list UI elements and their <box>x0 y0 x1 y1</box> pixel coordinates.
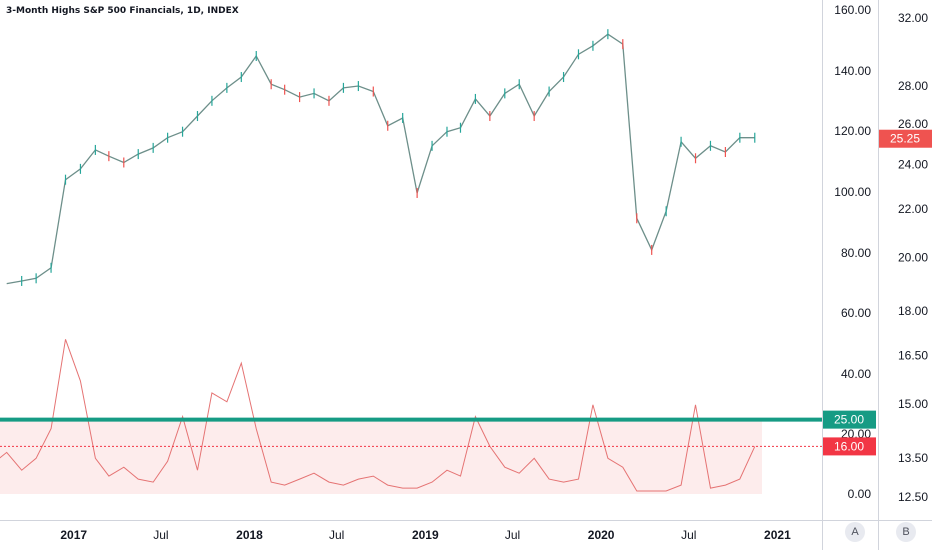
right-axis-tick-label: 16.50 <box>898 349 928 363</box>
right-axis-tick-label: 22.00 <box>898 202 928 216</box>
right-axis-tick-label: 12.50 <box>898 490 928 504</box>
right-axis-tick-label: 13.50 <box>898 451 928 465</box>
left-axis-tick-label: 60.00 <box>841 306 871 320</box>
time-axis-label: Jul <box>505 528 520 542</box>
time-axis-label: 2021 <box>764 528 791 542</box>
price-series-line <box>6 33 755 285</box>
lower-threshold-badge <box>823 437 876 456</box>
time-axis-label: 2020 <box>588 528 615 542</box>
left-axis-tick-label: 100.00 <box>834 185 871 199</box>
right-axis-tick-label: 26.00 <box>898 117 928 131</box>
right-axis-tick-label: 24.00 <box>898 158 928 172</box>
time-axis-label: 2017 <box>60 528 87 542</box>
lower-threshold-label: 16.00 <box>834 439 864 453</box>
right-axis-tick-label: 15.00 <box>898 397 928 411</box>
left-axis-tick-label: 120.00 <box>834 124 871 138</box>
right-axis-tick-label: 32.00 <box>898 11 928 25</box>
time-axis-label: Jul <box>329 528 344 542</box>
right-axis-tick-label: 20.00 <box>898 251 928 265</box>
time-axis-label: 2018 <box>236 528 263 542</box>
upper-threshold-label: 25.00 <box>834 413 864 427</box>
auto-scale-button[interactable]: A <box>845 522 865 542</box>
left-axis-tick-label: 80.00 <box>841 246 871 260</box>
last-price-badge <box>879 129 932 148</box>
time-axis-label: Jul <box>681 528 696 542</box>
time-axis-label: Jul <box>153 528 168 542</box>
log-scale-button[interactable]: B <box>896 522 916 542</box>
left-axis-tick-label: 160.00 <box>834 3 871 17</box>
time-axis-label: 2019 <box>412 528 439 542</box>
price-axis-background <box>822 0 932 550</box>
right-axis-tick-label: 18.00 <box>898 304 928 318</box>
left-axis-tick-label: 40.00 <box>841 367 871 381</box>
last-price-label: 25.25 <box>890 132 920 146</box>
pane-series-line <box>0 339 756 492</box>
chart-title: 3-Month Highs S&P 500 Financials, 1D, IN… <box>6 6 239 16</box>
left-axis-tick-label: 140.00 <box>834 64 871 78</box>
upper-threshold-badge <box>823 410 876 429</box>
left-axis-tick-label: 0.00 <box>848 487 872 501</box>
right-axis-tick-label: 28.00 <box>898 79 928 93</box>
pane-shaded-band <box>0 419 762 494</box>
